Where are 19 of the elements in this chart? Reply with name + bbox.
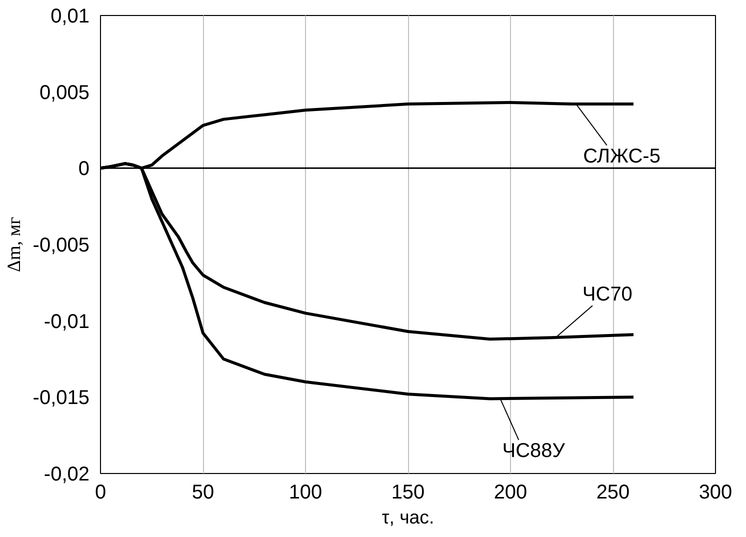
x-tick-label: 0 [94, 482, 106, 504]
y-tick-label: -0,01 [44, 310, 90, 333]
y-tick-label: -0,005 [32, 234, 90, 256]
y-axis-title: Δm, мг [4, 216, 25, 272]
y-tick-label: 0,01 [50, 6, 90, 28]
y-tick-label: -0,015 [32, 387, 90, 410]
x-tick-label: 150 [391, 482, 425, 504]
annotation: ЧС70 [582, 284, 632, 306]
x-tick-label: 300 [698, 482, 732, 504]
x-tick-label: 100 [288, 482, 322, 504]
annotation: ЧС88У [502, 440, 566, 462]
y-tick-label: 0 [78, 158, 90, 180]
x-tick-label: 50 [192, 482, 214, 504]
x-tick-label: 200 [494, 482, 528, 504]
annotation: СЛЖС-5 [583, 145, 660, 168]
x-tick-label: 250 [596, 482, 630, 504]
x-axis-title: τ, час. [382, 506, 434, 528]
y-tick-label: -0,02 [44, 464, 90, 486]
y-tick-label: 0,005 [39, 82, 90, 104]
